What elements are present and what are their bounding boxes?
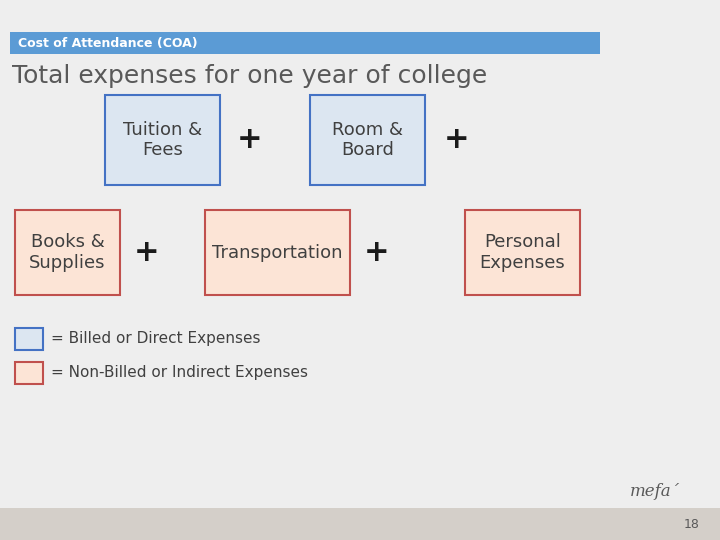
Text: Books &
Supplies: Books & Supplies — [30, 233, 106, 272]
Text: Room &
Board: Room & Board — [332, 120, 403, 159]
Text: +: + — [237, 125, 263, 154]
FancyBboxPatch shape — [310, 95, 425, 185]
Text: 18: 18 — [684, 517, 700, 530]
Text: +: + — [134, 238, 160, 267]
FancyBboxPatch shape — [10, 32, 600, 54]
FancyBboxPatch shape — [0, 508, 720, 540]
Text: Cost of Attendance (COA): Cost of Attendance (COA) — [18, 37, 197, 50]
FancyBboxPatch shape — [465, 210, 580, 295]
Text: = Billed or Direct Expenses: = Billed or Direct Expenses — [51, 332, 261, 347]
Text: +: + — [364, 238, 390, 267]
FancyBboxPatch shape — [15, 328, 43, 350]
Text: Total expenses for one year of college: Total expenses for one year of college — [12, 64, 487, 88]
FancyBboxPatch shape — [105, 95, 220, 185]
FancyBboxPatch shape — [15, 210, 120, 295]
Text: mefa´: mefa´ — [630, 483, 680, 501]
Text: Tuition &
Fees: Tuition & Fees — [123, 120, 202, 159]
FancyBboxPatch shape — [205, 210, 350, 295]
Text: = Non-Billed or Indirect Expenses: = Non-Billed or Indirect Expenses — [51, 366, 308, 381]
Text: +: + — [444, 125, 470, 154]
FancyBboxPatch shape — [15, 362, 43, 384]
Text: Personal
Expenses: Personal Expenses — [480, 233, 565, 272]
Text: Transportation: Transportation — [212, 244, 343, 261]
